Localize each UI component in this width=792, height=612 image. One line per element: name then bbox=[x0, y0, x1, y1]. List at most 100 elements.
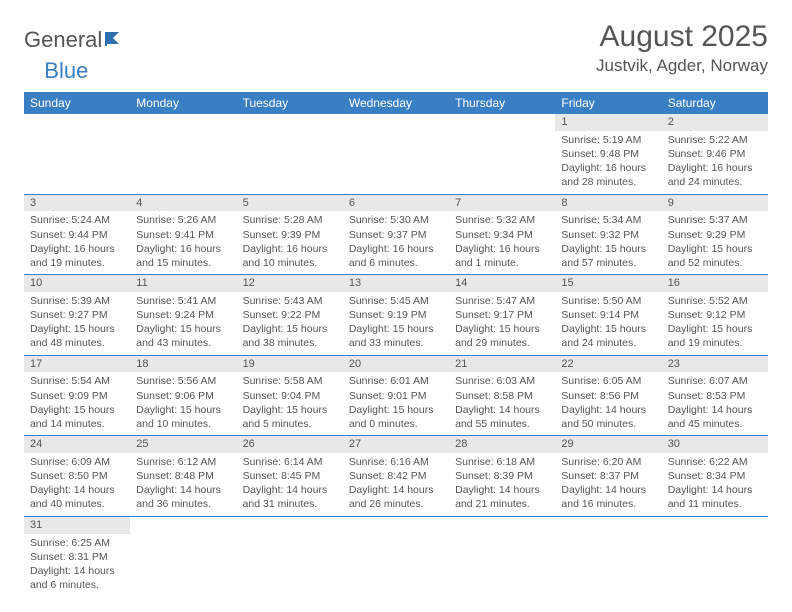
calendar-cell: 7Sunrise: 5:32 AMSunset: 9:34 PMDaylight… bbox=[449, 194, 555, 275]
daylight-text: Daylight: 16 hours and 28 minutes. bbox=[561, 161, 655, 189]
sunset-text: Sunset: 9:41 PM bbox=[136, 228, 230, 242]
day-number: 22 bbox=[555, 356, 661, 373]
sunset-text: Sunset: 9:32 PM bbox=[561, 228, 655, 242]
calendar-cell bbox=[237, 516, 343, 596]
sunrise-text: Sunrise: 5:19 AM bbox=[561, 133, 655, 147]
day-details: Sunrise: 5:43 AMSunset: 9:22 PMDaylight:… bbox=[237, 292, 343, 355]
sunrise-text: Sunrise: 6:12 AM bbox=[136, 455, 230, 469]
month-title: August 2025 bbox=[596, 20, 768, 54]
sunrise-text: Sunrise: 5:22 AM bbox=[668, 133, 762, 147]
col-monday: Monday bbox=[130, 92, 236, 114]
day-number: 21 bbox=[449, 356, 555, 373]
calendar-cell: 8Sunrise: 5:34 AMSunset: 9:32 PMDaylight… bbox=[555, 194, 661, 275]
calendar-cell: 16Sunrise: 5:52 AMSunset: 9:12 PMDayligh… bbox=[662, 275, 768, 356]
calendar-row: 3Sunrise: 5:24 AMSunset: 9:44 PMDaylight… bbox=[24, 194, 768, 275]
daylight-text: Daylight: 16 hours and 15 minutes. bbox=[136, 242, 230, 270]
col-tuesday: Tuesday bbox=[237, 92, 343, 114]
calendar-cell: 13Sunrise: 5:45 AMSunset: 9:19 PMDayligh… bbox=[343, 275, 449, 356]
calendar-cell bbox=[237, 114, 343, 194]
calendar-cell: 24Sunrise: 6:09 AMSunset: 8:50 PMDayligh… bbox=[24, 436, 130, 517]
sunset-text: Sunset: 9:29 PM bbox=[668, 228, 762, 242]
calendar-cell bbox=[449, 114, 555, 194]
sunrise-text: Sunrise: 5:30 AM bbox=[349, 213, 443, 227]
col-thursday: Thursday bbox=[449, 92, 555, 114]
day-details: Sunrise: 5:24 AMSunset: 9:44 PMDaylight:… bbox=[24, 211, 130, 274]
daylight-text: Daylight: 14 hours and 45 minutes. bbox=[668, 403, 762, 431]
flag-icon bbox=[105, 26, 127, 52]
daylight-text: Daylight: 15 hours and 57 minutes. bbox=[561, 242, 655, 270]
day-details: Sunrise: 5:37 AMSunset: 9:29 PMDaylight:… bbox=[662, 211, 768, 274]
day-details: Sunrise: 6:12 AMSunset: 8:48 PMDaylight:… bbox=[130, 453, 236, 516]
daylight-text: Daylight: 16 hours and 19 minutes. bbox=[30, 242, 124, 270]
daylight-text: Daylight: 14 hours and 16 minutes. bbox=[561, 483, 655, 511]
day-number: 3 bbox=[24, 195, 130, 212]
day-number: 11 bbox=[130, 275, 236, 292]
day-details: Sunrise: 5:58 AMSunset: 9:04 PMDaylight:… bbox=[237, 372, 343, 435]
sunset-text: Sunset: 8:58 PM bbox=[455, 389, 549, 403]
sunset-text: Sunset: 9:37 PM bbox=[349, 228, 443, 242]
daylight-text: Daylight: 14 hours and 36 minutes. bbox=[136, 483, 230, 511]
sunrise-text: Sunrise: 5:32 AM bbox=[455, 213, 549, 227]
sunrise-text: Sunrise: 5:41 AM bbox=[136, 294, 230, 308]
location: Justvik, Agder, Norway bbox=[596, 56, 768, 76]
day-number: 19 bbox=[237, 356, 343, 373]
sunset-text: Sunset: 8:50 PM bbox=[30, 469, 124, 483]
daylight-text: Daylight: 16 hours and 24 minutes. bbox=[668, 161, 762, 189]
day-details: Sunrise: 6:25 AMSunset: 8:31 PMDaylight:… bbox=[24, 534, 130, 597]
sunrise-text: Sunrise: 5:56 AM bbox=[136, 374, 230, 388]
daylight-text: Daylight: 14 hours and 55 minutes. bbox=[455, 403, 549, 431]
sunrise-text: Sunrise: 5:58 AM bbox=[243, 374, 337, 388]
sunrise-text: Sunrise: 5:26 AM bbox=[136, 213, 230, 227]
sunrise-text: Sunrise: 5:43 AM bbox=[243, 294, 337, 308]
calendar-cell: 31Sunrise: 6:25 AMSunset: 8:31 PMDayligh… bbox=[24, 516, 130, 596]
day-number: 8 bbox=[555, 195, 661, 212]
sunrise-text: Sunrise: 6:22 AM bbox=[668, 455, 762, 469]
calendar-cell: 30Sunrise: 6:22 AMSunset: 8:34 PMDayligh… bbox=[662, 436, 768, 517]
daylight-text: Daylight: 15 hours and 10 minutes. bbox=[136, 403, 230, 431]
calendar-row: 31Sunrise: 6:25 AMSunset: 8:31 PMDayligh… bbox=[24, 516, 768, 596]
day-number: 20 bbox=[343, 356, 449, 373]
logo: General bbox=[24, 26, 127, 54]
daylight-text: Daylight: 15 hours and 38 minutes. bbox=[243, 322, 337, 350]
day-number: 24 bbox=[24, 436, 130, 453]
sunrise-text: Sunrise: 6:01 AM bbox=[349, 374, 443, 388]
daylight-text: Daylight: 14 hours and 26 minutes. bbox=[349, 483, 443, 511]
day-details: Sunrise: 5:52 AMSunset: 9:12 PMDaylight:… bbox=[662, 292, 768, 355]
day-number: 15 bbox=[555, 275, 661, 292]
day-details: Sunrise: 5:22 AMSunset: 9:46 PMDaylight:… bbox=[662, 131, 768, 194]
day-number: 28 bbox=[449, 436, 555, 453]
col-sunday: Sunday bbox=[24, 92, 130, 114]
calendar-cell: 12Sunrise: 5:43 AMSunset: 9:22 PMDayligh… bbox=[237, 275, 343, 356]
calendar-cell: 4Sunrise: 5:26 AMSunset: 9:41 PMDaylight… bbox=[130, 194, 236, 275]
day-number: 6 bbox=[343, 195, 449, 212]
sunrise-text: Sunrise: 6:20 AM bbox=[561, 455, 655, 469]
sunrise-text: Sunrise: 5:47 AM bbox=[455, 294, 549, 308]
calendar-cell bbox=[662, 516, 768, 596]
day-details: Sunrise: 5:50 AMSunset: 9:14 PMDaylight:… bbox=[555, 292, 661, 355]
day-number: 2 bbox=[662, 114, 768, 131]
day-number: 16 bbox=[662, 275, 768, 292]
day-details: Sunrise: 5:39 AMSunset: 9:27 PMDaylight:… bbox=[24, 292, 130, 355]
calendar-row: 24Sunrise: 6:09 AMSunset: 8:50 PMDayligh… bbox=[24, 436, 768, 517]
daylight-text: Daylight: 15 hours and 33 minutes. bbox=[349, 322, 443, 350]
day-number: 1 bbox=[555, 114, 661, 131]
daylight-text: Daylight: 15 hours and 14 minutes. bbox=[30, 403, 124, 431]
calendar-cell: 17Sunrise: 5:54 AMSunset: 9:09 PMDayligh… bbox=[24, 355, 130, 436]
daylight-text: Daylight: 15 hours and 5 minutes. bbox=[243, 403, 337, 431]
col-saturday: Saturday bbox=[662, 92, 768, 114]
sunrise-text: Sunrise: 6:18 AM bbox=[455, 455, 549, 469]
day-details: Sunrise: 5:34 AMSunset: 9:32 PMDaylight:… bbox=[555, 211, 661, 274]
logo-text-1: General bbox=[24, 27, 102, 53]
calendar-cell: 11Sunrise: 5:41 AMSunset: 9:24 PMDayligh… bbox=[130, 275, 236, 356]
sunset-text: Sunset: 9:04 PM bbox=[243, 389, 337, 403]
day-number: 10 bbox=[24, 275, 130, 292]
calendar-cell: 6Sunrise: 5:30 AMSunset: 9:37 PMDaylight… bbox=[343, 194, 449, 275]
sunrise-text: Sunrise: 5:52 AM bbox=[668, 294, 762, 308]
sunset-text: Sunset: 8:42 PM bbox=[349, 469, 443, 483]
sunset-text: Sunset: 9:06 PM bbox=[136, 389, 230, 403]
daylight-text: Daylight: 14 hours and 21 minutes. bbox=[455, 483, 549, 511]
calendar-cell bbox=[24, 114, 130, 194]
daylight-text: Daylight: 16 hours and 1 minute. bbox=[455, 242, 549, 270]
sunset-text: Sunset: 8:56 PM bbox=[561, 389, 655, 403]
day-details: Sunrise: 5:56 AMSunset: 9:06 PMDaylight:… bbox=[130, 372, 236, 435]
